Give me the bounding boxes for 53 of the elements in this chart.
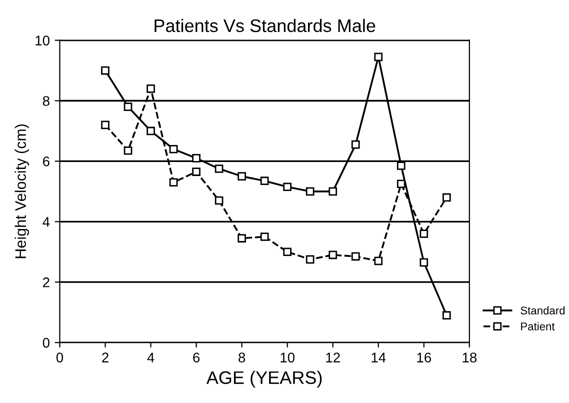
y-tick-label: 8 [42,96,50,106]
point [124,146,132,155]
x-tick-label: 16 [417,352,432,362]
x-axis-title: AGE (YEARS) [206,370,322,388]
point [260,232,269,241]
x-tick-label: 14 [372,352,386,362]
y-tick-label: 6 [43,156,50,166]
point [169,144,178,154]
point [351,140,360,149]
point [283,248,292,256]
point [420,230,428,238]
point [214,196,224,205]
x-tick-label: 8 [238,352,246,362]
point [442,193,451,202]
point [306,187,314,196]
point [351,252,360,261]
point [283,182,292,192]
legend-label: Patient [521,322,555,330]
point [192,168,200,176]
point [374,256,383,266]
point [396,162,406,170]
point [442,311,451,320]
y-tick-label: 2 [43,277,50,288]
x-tick-label: 4 [147,352,154,362]
x-tick-label: 18 [462,352,477,362]
y-axis-title: Height Velocity (cm) [14,124,30,258]
point [101,120,110,130]
point [420,258,428,267]
point [328,250,338,260]
point [374,52,383,62]
x-tick-label: 10 [280,352,295,362]
y-tick-label: 10 [36,36,50,46]
y-tick-label: 0 [42,338,50,348]
point [238,234,246,242]
legend-label: Standard [520,306,565,314]
y-tick-label: 4 [42,217,50,227]
point [146,126,155,136]
point [192,154,200,162]
x-tick-label: 6 [193,352,200,362]
point [169,178,178,187]
x-tick-label: 2 [102,352,108,362]
chart-title: Patients Vs Standards Male [154,18,376,32]
point [101,66,110,75]
x-tick-label: 12 [326,352,340,362]
x-tick-label: 0 [56,352,64,362]
point [328,187,338,196]
point [306,255,314,264]
point [238,172,246,180]
point [214,164,224,173]
point [124,102,132,111]
point [260,176,269,186]
point [396,180,406,188]
point [146,84,155,93]
